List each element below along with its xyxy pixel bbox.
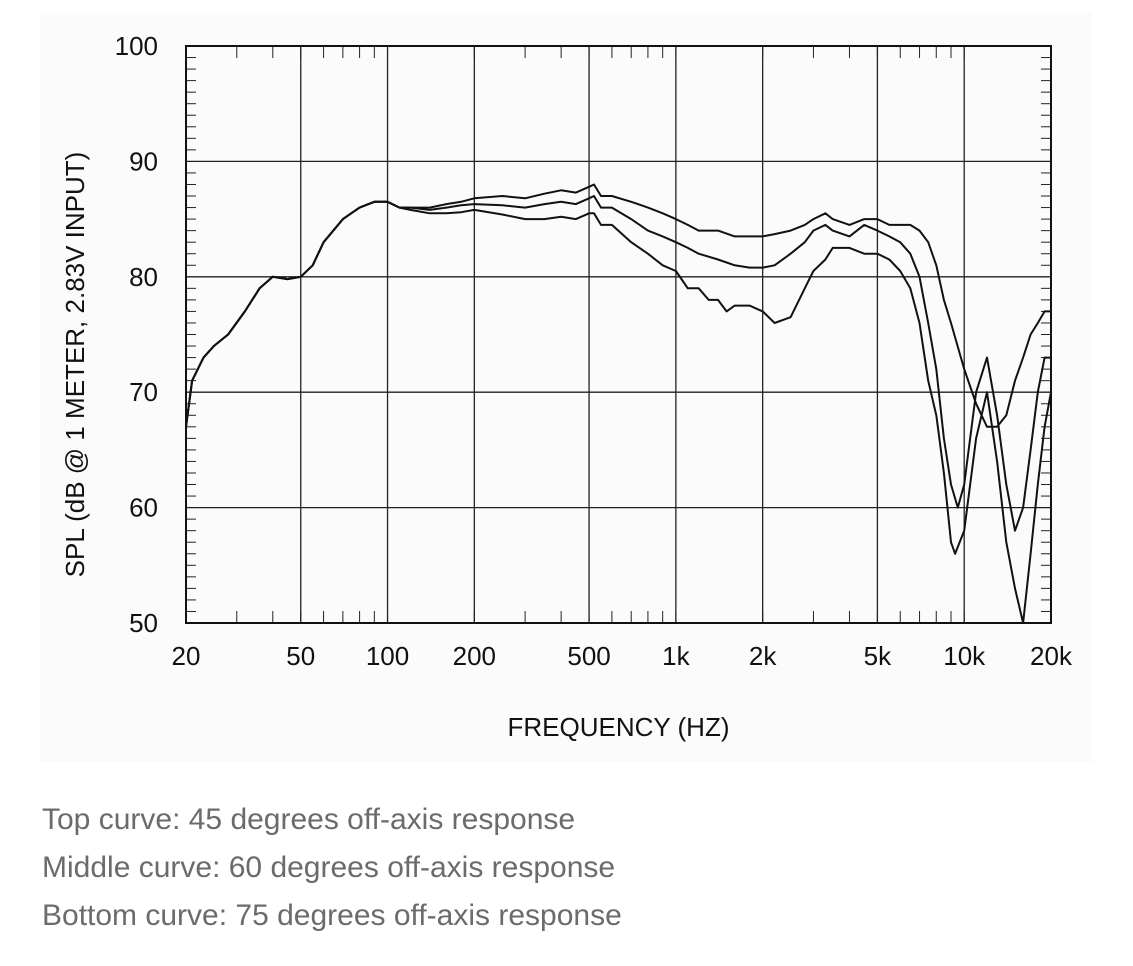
y-tick-labels: 50 60 70 80 90 100: [115, 31, 158, 638]
x-tick-label: 20k: [1030, 641, 1073, 671]
caption-bottom-curve: Bottom curve: 75 degrees off-axis respon…: [42, 899, 622, 932]
caption-top-curve: Top curve: 45 degrees off-axis response: [42, 803, 576, 836]
series-lines: [185, 183, 1052, 624]
x-tick-label: 200: [453, 641, 496, 671]
x-tick-label: 2k: [749, 641, 777, 671]
y-tick-label: 100: [115, 31, 158, 61]
x-tick-label: 5k: [864, 641, 892, 671]
minor-ticks: [186, 46, 1051, 623]
y-axis-title: SPL (dB @ 1 METER, 2.83V INPUT): [60, 152, 90, 578]
x-tick-label: 100: [366, 641, 409, 671]
x-tick-label: 500: [567, 641, 610, 671]
x-tick-label: 1k: [662, 641, 690, 671]
x-tick-labels: 20 50 100 200 500 1k 2k 5k 10k 20k: [172, 641, 1073, 671]
frequency-response-chart: 20 50 100 200 500 1k 2k 5k 10k 20k 5060708090100 …: [60, 31, 1073, 742]
plot-frame: [185, 45, 1052, 624]
y-tick-label: 80: [129, 262, 158, 292]
x-tick-label: 50: [286, 641, 315, 671]
series-line-bottom: [185, 200, 1052, 624]
y-tick-label: 50: [129, 608, 158, 638]
chart-figure: 20 50 100 200 500 1k 2k 5k 10k 20k 50 60 70 80 90 100 …: [40, 12, 1092, 762]
caption-middle-curve: Middle curve: 60 degrees off-axis respon…: [42, 851, 616, 884]
y-tick-label: 60: [129, 493, 158, 523]
x-axis-title: FREQUENCY (HZ): [508, 712, 730, 742]
x-tick-label: 20: [172, 641, 201, 671]
x-tick-label: 10k: [943, 641, 986, 671]
y-tick-label: 70: [129, 377, 158, 407]
caption-block: Top curve: 45 degrees off-axis response …: [42, 796, 622, 940]
y-tick-label: 90: [129, 146, 158, 176]
series-line-middle: [185, 195, 1051, 532]
series-line-top: [185, 183, 1051, 428]
